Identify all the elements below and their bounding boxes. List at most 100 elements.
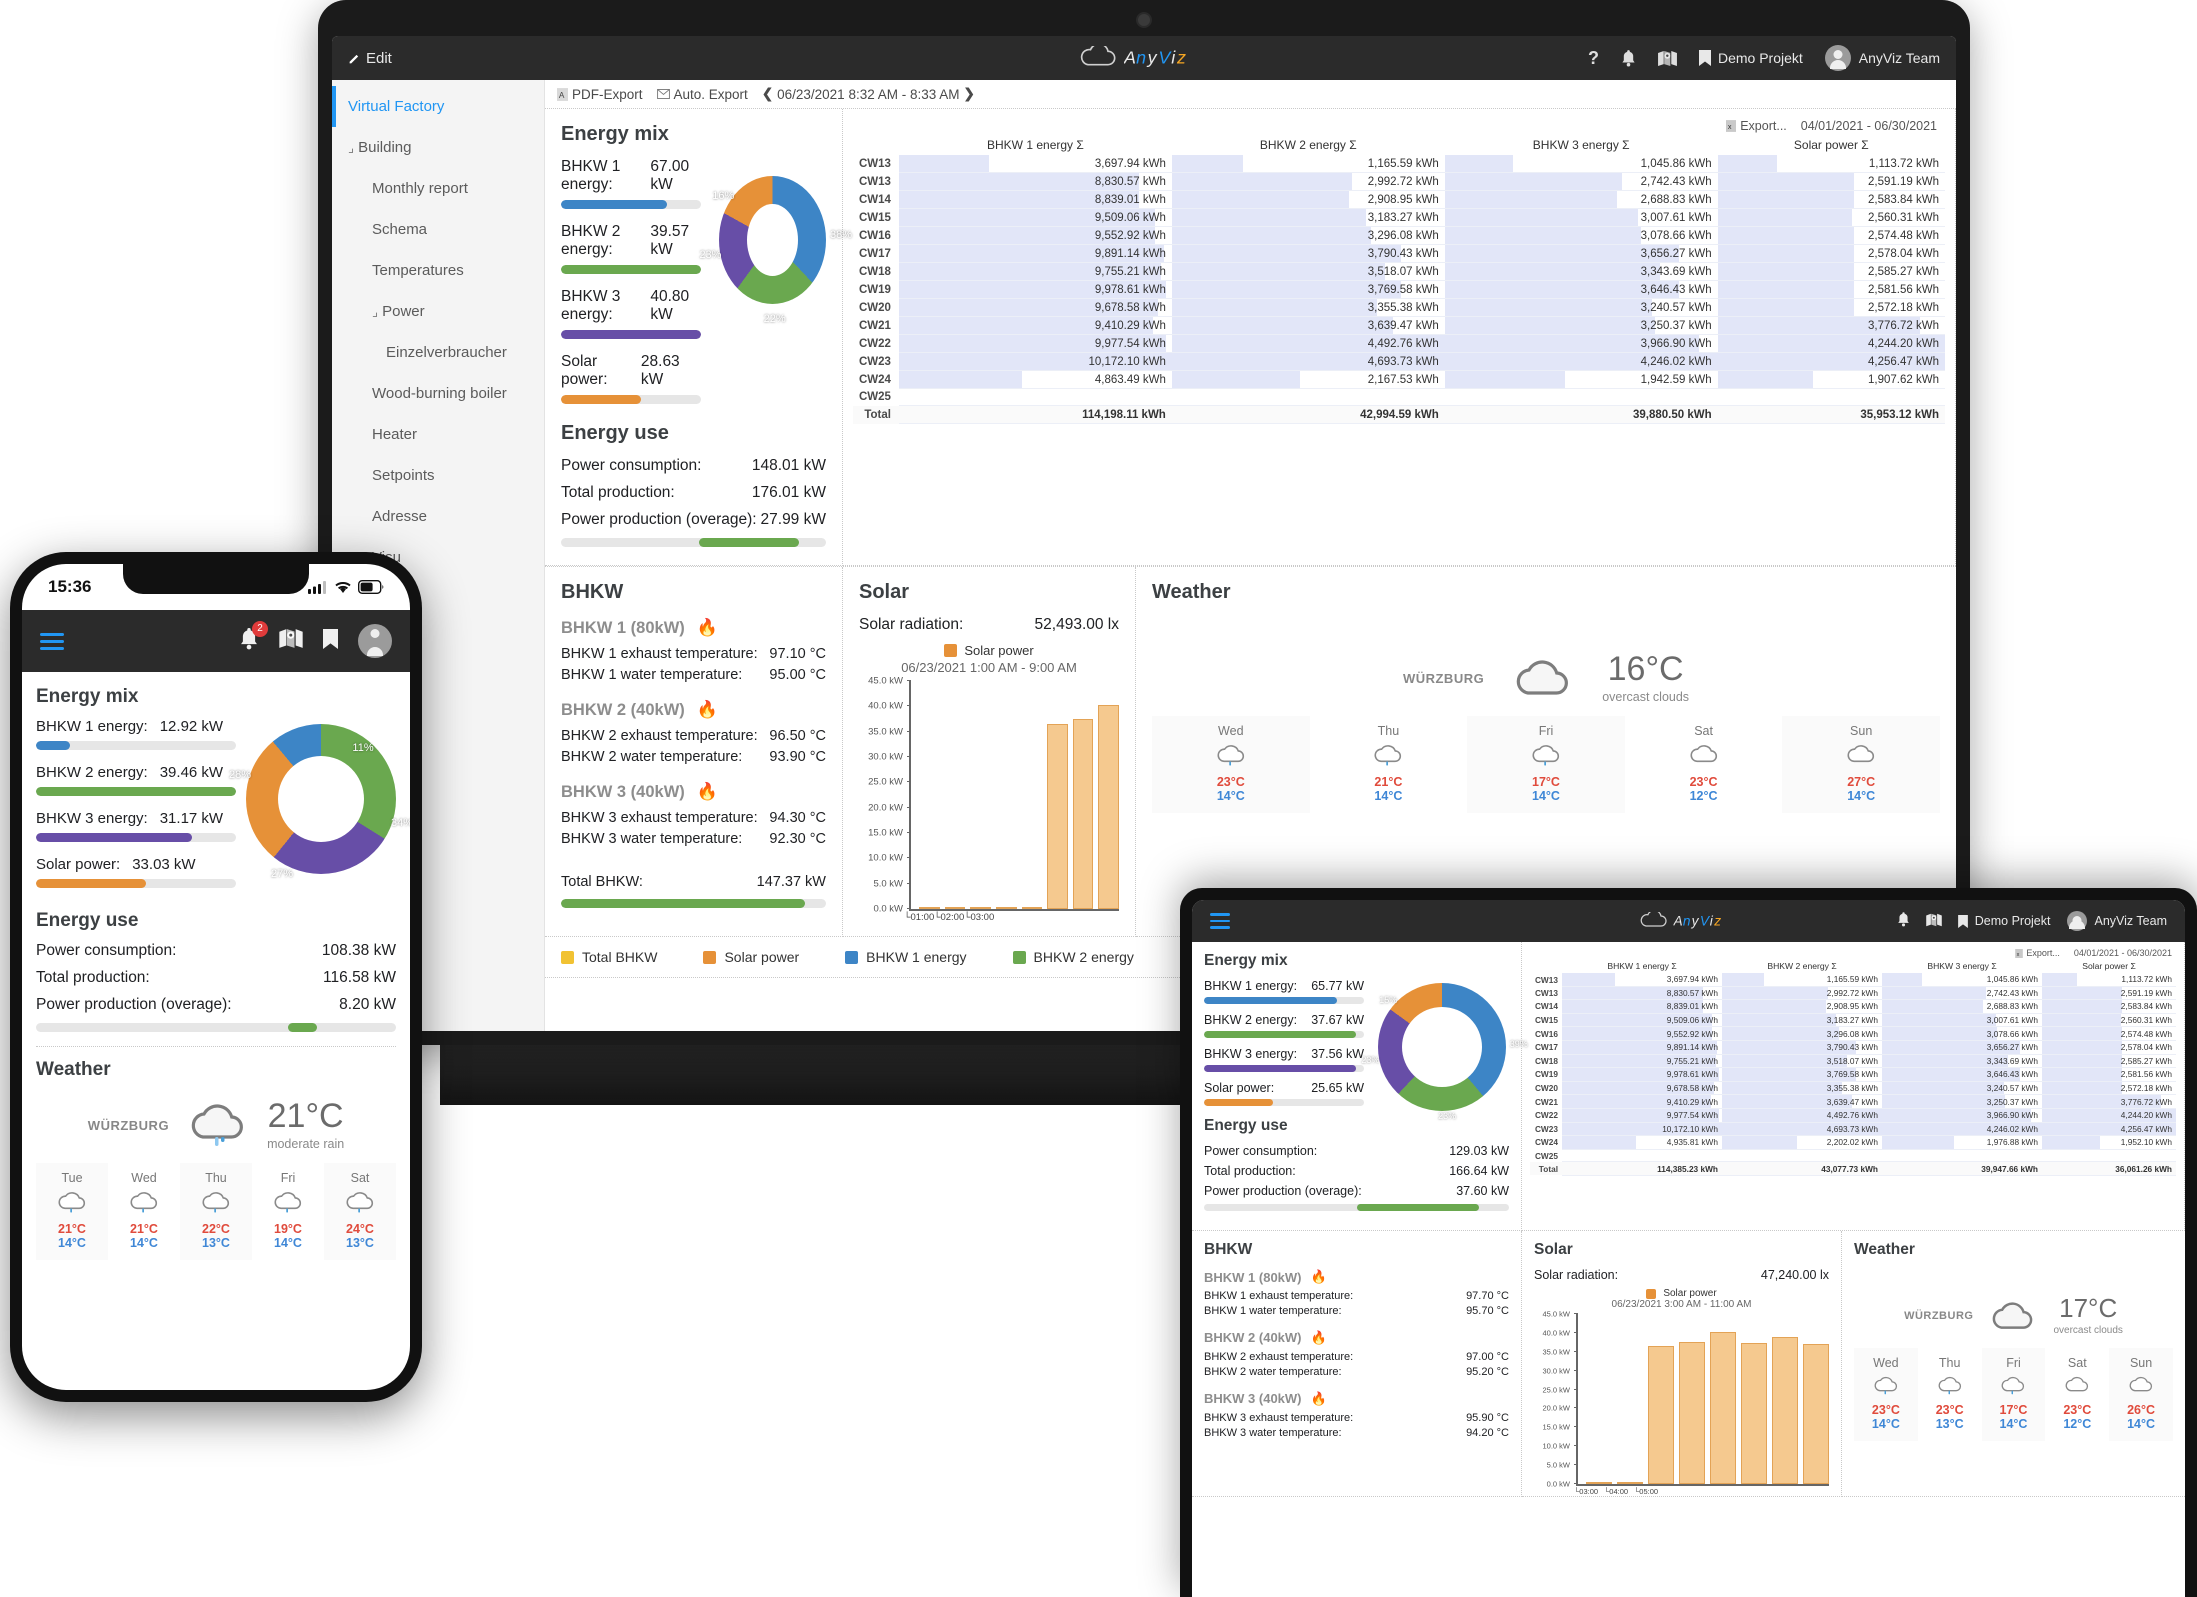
table-cell xyxy=(1882,1149,2042,1163)
help-icon[interactable]: ? xyxy=(1587,47,1599,68)
sidebar-item-monthly-report[interactable]: Monthly report xyxy=(332,168,544,209)
map-location-icon[interactable] xyxy=(1658,50,1677,67)
sidebar-item-adresse[interactable]: Adresse xyxy=(332,496,544,537)
table-cell: 2,581.56 kWh xyxy=(2042,1067,2176,1082)
bar xyxy=(1741,1343,1767,1484)
sidebar-item-einzelverbraucher[interactable]: Einzelverbraucher xyxy=(332,332,544,373)
table-row[interactable]: CW21 9,410.29 kWh 3,639.47 kWh 3,250.37 kWh… xyxy=(853,316,1945,335)
legend-item[interactable]: Solar power xyxy=(703,949,799,965)
donut-label: 27% xyxy=(270,868,294,880)
notification-bell-icon[interactable] xyxy=(1897,912,1910,930)
edit-button[interactable]: Edit xyxy=(348,50,392,67)
legend-label: Solar power xyxy=(724,949,800,966)
table-row[interactable]: CW15 9,509.06 kWh 3,183.27 kWh 3,007.61 kWh… xyxy=(1530,1013,2176,1028)
table-row-header: CW17 xyxy=(859,247,891,260)
hamburger-menu-icon[interactable] xyxy=(40,629,64,654)
table-row[interactable]: CW25 xyxy=(1530,1149,2176,1163)
weekly-energy-table: BHKW 1 energy Σ BHKW 2 energy Σ BHKW 3 e… xyxy=(853,135,1945,424)
table-row[interactable]: CW22 9,977.54 kWh 4,492.76 kWh 3,966.90 kWh… xyxy=(1530,1108,2176,1123)
table-row[interactable]: CW13 8,830.57 kWh 2,992.72 kWh 2,742.43 kWh… xyxy=(853,172,1945,191)
bhkw-metric-value: 95.20 °C xyxy=(1466,1366,1509,1379)
table-row[interactable]: CW17 9,891.14 kWh 3,790.43 kWh 3,656.27 kWh… xyxy=(853,244,1945,263)
table-row[interactable]: CW13 8,830.57 kWh 2,992.72 kWh 2,742.43 kWh… xyxy=(1530,986,2176,1001)
table-cell: 9,977.54 kWh xyxy=(898,334,1172,353)
bhkw-unit-name: BHKW 2 (40kW) xyxy=(1204,1330,1302,1346)
table-row[interactable]: CW15 9,509.06 kWh 3,183.27 kWh 3,007.61 kWh… xyxy=(853,208,1945,227)
table-row[interactable]: CW18 9,755.21 kWh 3,518.07 kWh 3,343.69 kWh… xyxy=(1530,1054,2176,1069)
legend-item[interactable]: Total BHKW xyxy=(561,949,657,965)
table-row[interactable]: CW18 9,755.21 kWh 3,518.07 kWh 3,343.69 kWh… xyxy=(853,262,1945,281)
map-location-icon[interactable] xyxy=(1925,913,1942,930)
sidebar-item-wood-burning-boiler[interactable]: Wood-burning boiler xyxy=(332,373,544,414)
legend-item[interactable]: BHKW 1 energy xyxy=(845,949,967,965)
table-cell: 2,585.27 kWh xyxy=(1717,262,1945,281)
forecast-day: Wed 23°C 14°C xyxy=(1854,1348,1918,1441)
table-row[interactable]: CW19 9,978.61 kWh 3,769.58 kWh 3,646.43 kWh… xyxy=(1530,1067,2176,1082)
table-row[interactable]: CW13 3,697.94 kWh 1,165.59 kWh 1,045.86 kWh… xyxy=(853,155,1945,173)
table-row[interactable]: CW19 9,978.61 kWh 3,769.58 kWh 3,646.43 kWh… xyxy=(853,280,1945,299)
y-axis-label: 5.0 kW xyxy=(1546,1460,1570,1470)
notification-bell-icon[interactable] xyxy=(1621,49,1636,67)
table-cell: 9,755.21 kWh xyxy=(898,262,1172,281)
webcam-icon xyxy=(1136,12,1152,28)
table-cell: 4,693.73 kWh xyxy=(1171,352,1445,371)
chevron-right-icon[interactable]: ❯ xyxy=(963,86,975,101)
table-row[interactable]: CW20 9,678.58 kWh 3,355.38 kWh 3,240.57 kWh… xyxy=(853,298,1945,317)
sidebar-item-schema[interactable]: Schema xyxy=(332,209,544,250)
table-row[interactable]: CW22 9,977.54 kWh 4,492.76 kWh 3,966.90 kWh… xyxy=(853,334,1945,353)
table-row[interactable]: CW14 8,839.01 kWh 2,908.95 kWh 2,688.83 kWh… xyxy=(853,190,1945,209)
sidebar-item-building[interactable]: ⌞ Building xyxy=(332,127,544,168)
table-row[interactable]: CW24 4,935.81 kWh 2,202.02 kWh 1,976.88 kWh… xyxy=(1530,1135,2176,1150)
table-row[interactable]: CW14 8,839.01 kWh 2,908.95 kWh 2,688.83 kWh… xyxy=(1530,999,2176,1014)
energy-mix-value: 39.46 kW xyxy=(159,764,224,781)
energy-mix-donut-chart: 38% 22% 23% 16% xyxy=(699,176,852,325)
sidebar-item-virtual-factory[interactable]: Virtual Factory xyxy=(332,86,544,127)
table-row[interactable]: CW17 9,891.14 kWh 3,790.43 kWh 3,656.27 kWh… xyxy=(1530,1040,2176,1055)
overage-bar xyxy=(561,538,826,547)
table-row[interactable]: CW20 9,678.58 kWh 3,355.38 kWh 3,240.57 kWh… xyxy=(1530,1081,2176,1096)
user-menu[interactable]: AnyViz Team xyxy=(1824,45,1940,71)
project-selector[interactable]: Demo Projekt xyxy=(1698,50,1803,66)
user-avatar-icon xyxy=(1824,45,1851,71)
bhkw-metric: BHKW 2 water temperature: 93.90 °C xyxy=(561,747,826,768)
sidebar-item-temperatures[interactable]: Temperatures xyxy=(332,250,544,291)
sidebar-item-label: Schema xyxy=(372,221,428,238)
table-row[interactable]: CW21 9,410.29 kWh 3,639.47 kWh 3,250.37 kWh… xyxy=(1530,1094,2176,1109)
sidebar-item-heater[interactable]: Heater xyxy=(332,414,544,455)
table-row[interactable]: CW16 9,552.92 kWh 3,296.08 kWh 3,078.66 kWh… xyxy=(853,226,1945,245)
map-location-icon[interactable] xyxy=(279,628,303,654)
table-cell: 3,790.43 kWh xyxy=(1722,1040,1882,1055)
auto-export-button[interactable]: Auto. Export xyxy=(656,87,748,102)
svg-text:n: n xyxy=(1682,913,1690,928)
project-selector[interactable]: Demo Projekt xyxy=(1957,914,2051,928)
table-total-cell: 114,198.11 kWh xyxy=(898,405,1172,424)
sidebar-item-label: Adresse xyxy=(372,508,428,525)
sidebar-item-setpoints[interactable]: Setpoints xyxy=(332,455,544,496)
legend-item[interactable]: BHKW 2 energy xyxy=(1012,949,1134,965)
sidebar-item-power[interactable]: ⌞ Power xyxy=(332,291,544,332)
table-row[interactable]: CW13 3,697.94 kWh 1,165.59 kWh 1,045.86 kWh… xyxy=(1530,973,2176,987)
notification-bell-icon[interactable]: 2 xyxy=(239,620,268,655)
forecast-day: Fri 17°C 14°C xyxy=(1981,1348,2046,1441)
donut-label: 28% xyxy=(228,769,252,781)
weather-title: Weather xyxy=(1854,1241,1915,1258)
date-range-selector[interactable]: ❮ 06/23/2021 8:32 AM - 8:33 AM ❯ xyxy=(762,86,975,102)
excel-export-button[interactable]: x Export... xyxy=(1726,119,1787,133)
table-row[interactable]: CW23 10,172.10 kWh 4,693.73 kWh 4,246.02 kW… xyxy=(1530,1122,2176,1137)
solar-chart-legend: Solar power 06/23/2021 3:00 AM - 11:00 A… xyxy=(1534,1288,1829,1310)
bookmark-icon[interactable] xyxy=(323,628,338,654)
user-menu[interactable]: AnyViz Team xyxy=(2066,911,2167,931)
y-axis-tick: 30.0 kW xyxy=(868,752,911,763)
table-row[interactable]: CW23 10,172.10 kWh 4,693.73 kWh 4,246.02 kW… xyxy=(853,352,1945,371)
bar xyxy=(995,907,1017,909)
excel-export-button[interactable]: x Export... xyxy=(2015,948,2060,958)
table-cell: 2,572.18 kWh xyxy=(2042,1081,2176,1096)
hamburger-menu-icon[interactable] xyxy=(1210,909,1230,933)
table-row[interactable]: CW25 xyxy=(853,388,1945,406)
chevron-left-icon[interactable]: ❮ xyxy=(761,86,774,101)
user-avatar-icon[interactable] xyxy=(358,624,392,658)
table-row[interactable]: CW16 9,552.92 kWh 3,296.08 kWh 3,078.66 kWh… xyxy=(1530,1026,2176,1041)
table-row[interactable]: CW24 4,863.49 kWh 2,167.53 kWh 1,942.59 kWh… xyxy=(853,370,1945,389)
pdf-export-button[interactable]: A PDF-Export xyxy=(557,87,643,102)
bar xyxy=(944,907,966,909)
